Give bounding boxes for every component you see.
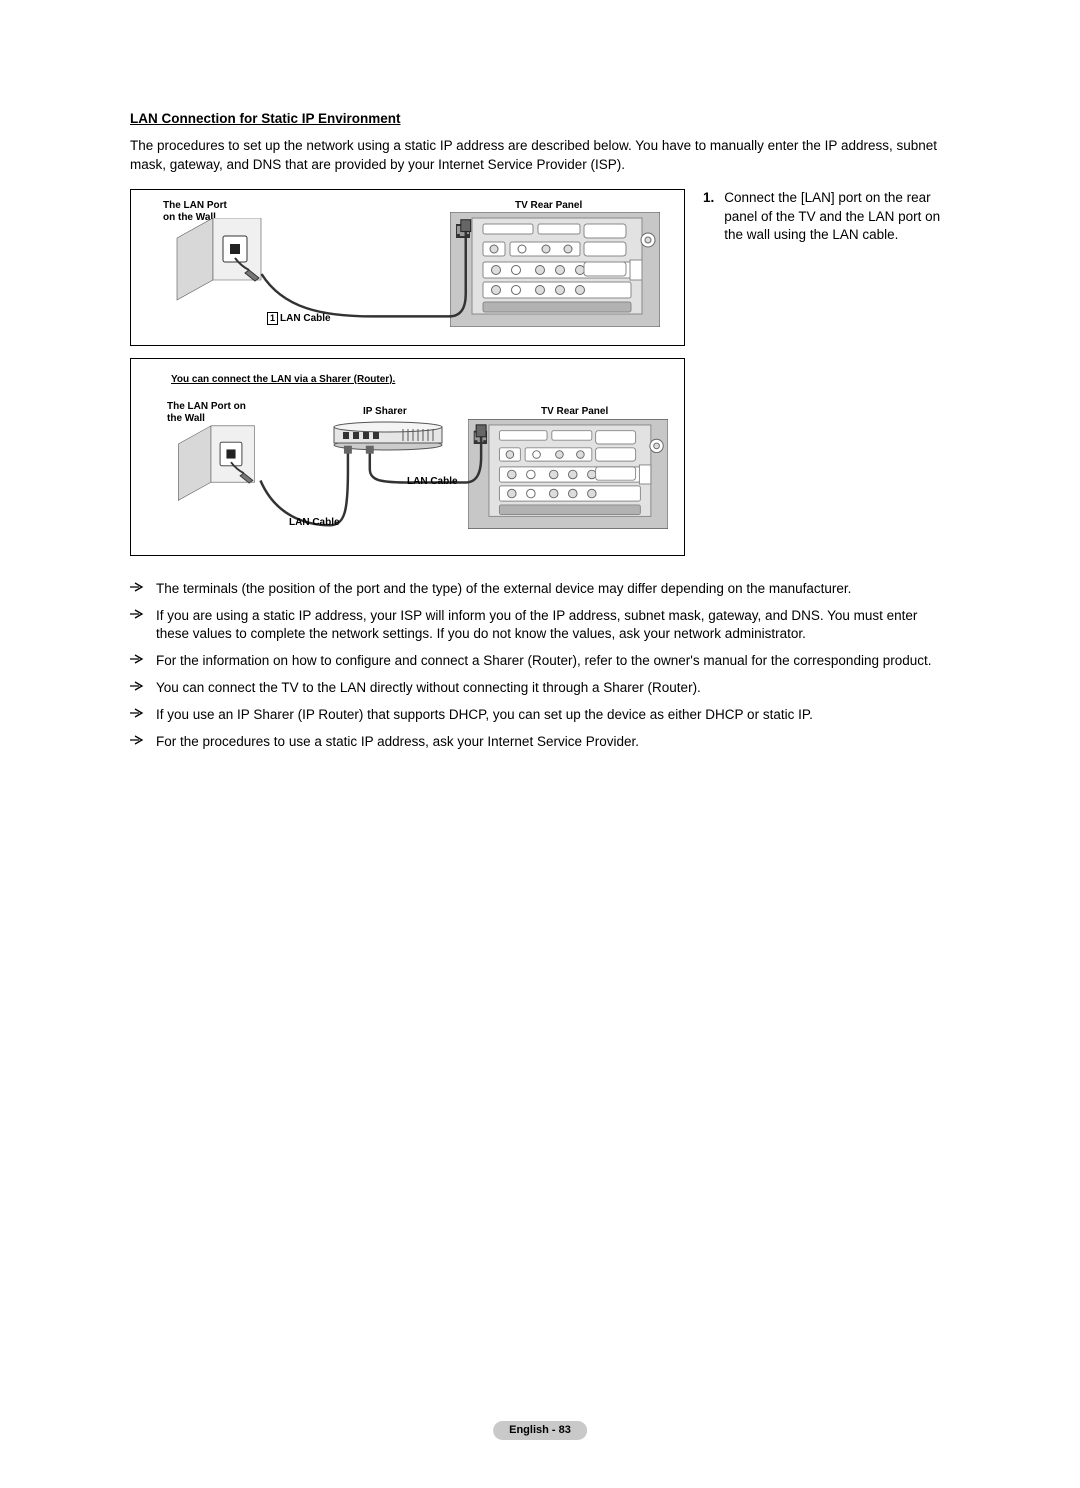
note-item: You can connect the TV to the LAN direct… bbox=[130, 679, 950, 698]
notes-list: The terminals (the position of the port … bbox=[130, 580, 950, 752]
note-text: The terminals (the position of the port … bbox=[156, 580, 950, 599]
intro-text: The procedures to set up the network usi… bbox=[130, 137, 950, 175]
lan-cable-label-2b: LAN Cable bbox=[289, 517, 340, 530]
lan-cable-line bbox=[155, 200, 668, 333]
sharer-title: You can connect the LAN via a Sharer (Ro… bbox=[171, 373, 668, 387]
note-text: If you are using a static IP address, yo… bbox=[156, 607, 950, 645]
lan-cable-lines-2 bbox=[171, 401, 668, 540]
note-text: You can connect the TV to the LAN direct… bbox=[156, 679, 950, 698]
note-item: If you use an IP Sharer (IP Router) that… bbox=[130, 706, 950, 725]
diagram-2: You can connect the LAN via a Sharer (Ro… bbox=[130, 358, 685, 556]
diagram-1: The LAN Port on the Wall TV Rear Panel bbox=[130, 189, 685, 346]
note-bullet-icon bbox=[130, 706, 144, 718]
lan-cable-label: 1LAN Cable bbox=[267, 312, 331, 326]
note-bullet-icon bbox=[130, 652, 144, 664]
note-text: If you use an IP Sharer (IP Router) that… bbox=[156, 706, 950, 725]
note-bullet-icon bbox=[130, 679, 144, 691]
note-text: For the procedures to use a static IP ad… bbox=[156, 733, 950, 752]
note-item: For the procedures to use a static IP ad… bbox=[130, 733, 950, 752]
note-text: For the information on how to configure … bbox=[156, 652, 950, 671]
step-column: 1. Connect the [LAN] port on the rear pa… bbox=[703, 189, 950, 346]
note-bullet-icon bbox=[130, 580, 144, 592]
note-bullet-icon bbox=[130, 733, 144, 745]
section-title: LAN Connection for Static IP Environment bbox=[130, 110, 950, 129]
note-bullet-icon bbox=[130, 607, 144, 619]
note-item: The terminals (the position of the port … bbox=[130, 580, 950, 599]
step-text: Connect the [LAN] port on the rear panel… bbox=[724, 189, 950, 246]
lan-cable-label-2a: LAN Cable bbox=[407, 476, 458, 489]
page-footer: English - 83 bbox=[493, 1421, 587, 1440]
note-item: If you are using a static IP address, yo… bbox=[130, 607, 950, 645]
diagram-row: The LAN Port on the Wall TV Rear Panel bbox=[130, 189, 950, 346]
step-number: 1. bbox=[703, 189, 714, 246]
note-item: For the information on how to configure … bbox=[130, 652, 950, 671]
lan-cable-badge: 1 bbox=[267, 312, 278, 325]
